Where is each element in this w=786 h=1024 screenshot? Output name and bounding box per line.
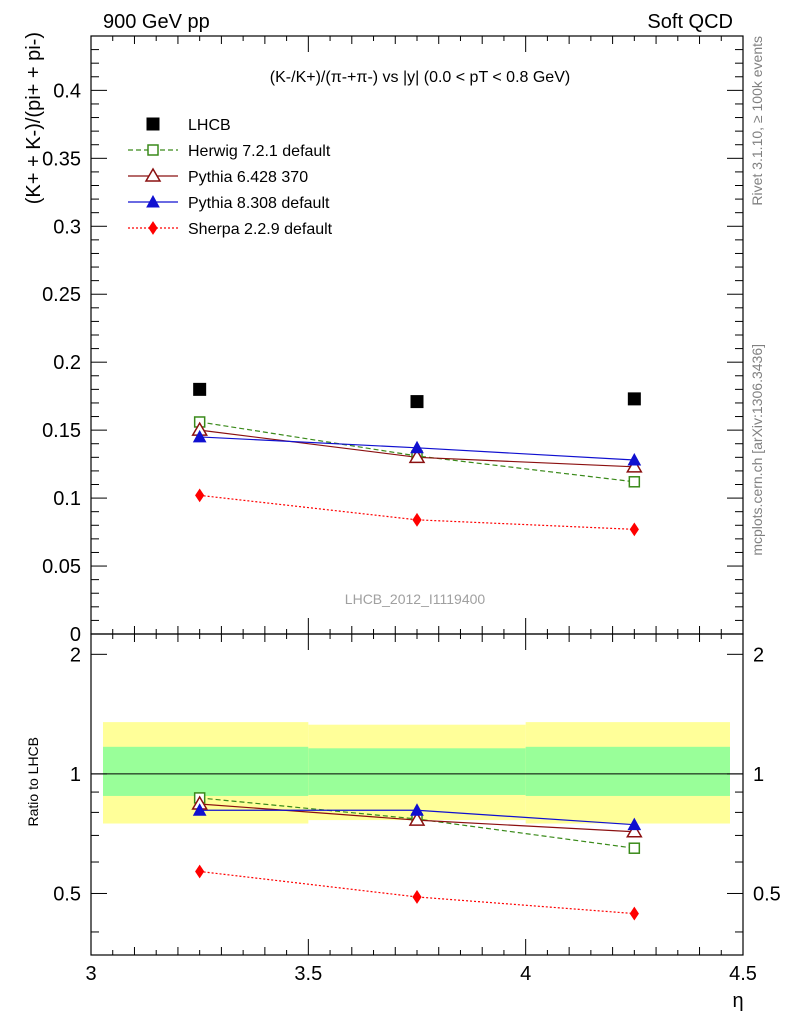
ratio-point-pythia6 [408, 811, 426, 826]
ratio-point-herwig [628, 842, 641, 854]
point-sherpa [195, 488, 205, 503]
y-tick-label: 0.2 [53, 352, 81, 374]
y-tick-label: 0.1 [53, 488, 81, 510]
ratio-y-tick-label: 1 [70, 764, 81, 786]
ratio-point-sherpa [195, 864, 205, 879]
x-tick-label: 3 [85, 963, 96, 985]
point-sherpa [629, 522, 639, 537]
ratio-panel: 3 3.5 4 4.5 0.5 0.5 1 1 2 2 [53, 633, 781, 985]
legend-label-data: LHCB [188, 117, 231, 134]
legend-marker-pythia8 [146, 194, 160, 208]
point-pythia6 [408, 448, 426, 464]
collision-label: 900 GeV pp [103, 11, 210, 33]
legend-label-sherpa: Sherpa 2.2.9 default [188, 221, 333, 238]
y-tick-label: 0.25 [42, 284, 81, 306]
y-tick-label: 0.3 [53, 216, 81, 238]
point-herwig [628, 476, 641, 488]
point-data [193, 382, 207, 396]
mcplots-label: mcplots.cern.ch [arXiv:1306.3436] [749, 344, 765, 556]
ratio-y-tick-label-right: 1 [753, 764, 764, 786]
y-tick-label: 0.4 [53, 80, 81, 102]
main-ylabel: (K+ + K-)/(pi+ + pi-) [23, 32, 45, 204]
main-panel: 0 0.05 0.1 0.15 0.2 0.25 0.3 0.35 0.4 [42, 35, 744, 646]
ratio-point-pythia8 [627, 817, 642, 831]
legend-marker-pythia6 [144, 167, 162, 182]
legend-marker-sherpa [148, 221, 158, 235]
ratio-point-pythia8 [410, 803, 424, 816]
y-tick-label: 0.35 [42, 148, 81, 170]
rivet-label: Rivet 3.1.10, ≥ 100k events [749, 36, 765, 206]
x-tick-label: 3.5 [294, 963, 322, 985]
ratio-ylabel: Ratio to LHCB [25, 737, 41, 826]
ratio-y-tick-label-right: 2 [753, 644, 764, 666]
category-label: Soft QCD [647, 11, 733, 33]
point-data [410, 395, 424, 409]
point-data [627, 392, 641, 406]
legend-marker-herwig [147, 144, 159, 156]
ratio-line-sherpa [199, 870, 635, 915]
x-tick-label: 4.5 [729, 963, 757, 985]
legend-label-herwig: Herwig 7.2.1 default [188, 143, 331, 160]
ratio-band-inner [308, 748, 526, 795]
y-tick-label: 0 [70, 624, 81, 646]
point-pythia6 [626, 458, 643, 473]
y-tick-label: 0.05 [42, 556, 81, 578]
legend-label-pythia8: Pythia 8.308 default [188, 195, 330, 212]
ratio-point-pythia8 [192, 803, 207, 816]
x-axis-label: η [732, 990, 743, 1012]
legend-marker-data [146, 117, 160, 131]
ratio-y-tick-label-right: 0.5 [753, 883, 781, 905]
ratio-y-tick-label: 0.5 [53, 883, 81, 905]
main-title: (K-/K+)/(π-+π-) vs |y| (0.0 < pT < 0.8 G… [270, 69, 570, 86]
analysis-id: LHCB_2012_I1119400 [345, 591, 486, 607]
x-tick-label: 4 [520, 963, 531, 985]
ratio-band-inner [103, 746, 309, 796]
point-pythia8 [410, 440, 424, 454]
ratio-point-pythia6 [626, 823, 643, 838]
point-pythia8 [192, 429, 207, 443]
ratio-point-sherpa [412, 890, 422, 904]
point-sherpa [412, 512, 422, 527]
y-tick-label: 0.15 [42, 420, 81, 442]
legend-label-pythia6: Pythia 6.428 370 [188, 169, 308, 186]
legend: LHCB Herwig 7.2.1 default Pythia 6.428 370… [128, 117, 333, 238]
ratio-band-inner [525, 746, 730, 796]
ratio-point-sherpa [629, 906, 639, 921]
point-pythia8 [627, 452, 642, 466]
series-line-sherpa [199, 494, 635, 530]
ratio-y-tick-label: 2 [70, 644, 81, 666]
